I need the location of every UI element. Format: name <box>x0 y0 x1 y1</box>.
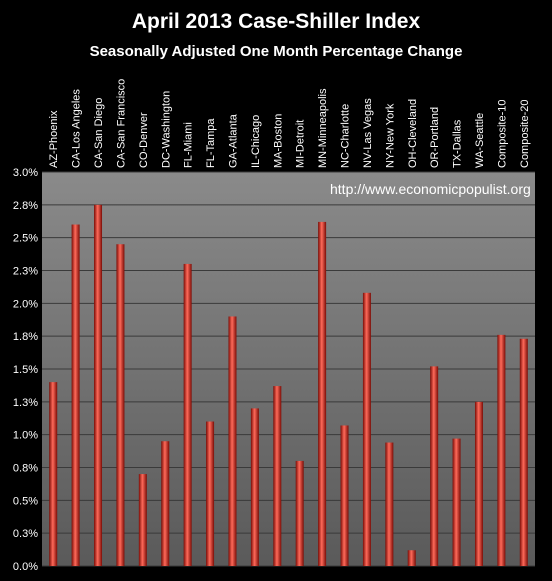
category-label: TX-Dallas <box>452 119 464 168</box>
category-label: NY-New York <box>384 103 396 168</box>
bar <box>362 292 371 566</box>
category-label: CA-Los Angeles <box>71 89 83 168</box>
bar <box>94 204 103 567</box>
y-tick-label: 0.5% <box>13 495 38 507</box>
bar <box>385 442 394 566</box>
bars <box>49 204 528 567</box>
y-tick-label: 2.5% <box>13 233 38 245</box>
category-label: MI-Detroit <box>295 120 307 168</box>
bar <box>519 338 528 566</box>
category-label: OR-Portland <box>429 107 441 168</box>
category-label: GA-Atlanta <box>227 113 239 168</box>
bar <box>71 224 80 567</box>
category-label: MN-Minneapolis <box>317 88 329 168</box>
category-label: CO-Denver <box>138 112 150 168</box>
category-label: MA-Boston <box>272 114 284 168</box>
category-label: OH-Cleveland <box>407 99 419 168</box>
url-annotation: http://www.economicpopulist.org <box>330 181 531 197</box>
category-label: Composite-10 <box>496 100 508 168</box>
category-label: AZ-Phoenix <box>48 110 60 168</box>
category-label: IL-Chicago <box>250 115 262 168</box>
category-labels: AZ-Phoenix CA-Los Angeles CA-San Diego CA-S… <box>48 79 531 168</box>
y-axis: 0.0% 0.3% 0.5% 0.8% 1.0% 1.3% 1.5% 1.8% 2.0% 2.3%… <box>13 167 38 573</box>
category-label: FL-Tampa <box>205 118 217 168</box>
y-tick-label: 2.0% <box>13 298 38 310</box>
y-tick-label: 0.3% <box>13 528 38 540</box>
bar <box>318 221 327 566</box>
chart-subtitle: Seasonally Adjusted One Month Percentage… <box>90 43 463 60</box>
y-tick-label: 2.3% <box>13 266 38 278</box>
category-label: DC-Washington <box>160 91 172 168</box>
bar <box>161 441 170 566</box>
bar <box>116 244 125 566</box>
y-tick-label: 0.8% <box>13 463 38 475</box>
bar <box>497 334 506 566</box>
bar <box>228 316 237 566</box>
category-label: FL-Miami <box>183 122 195 168</box>
bar <box>206 421 215 566</box>
bar <box>452 438 461 566</box>
y-tick-label: 1.5% <box>13 364 38 376</box>
bar <box>295 460 304 566</box>
y-tick-label: 1.8% <box>13 331 38 343</box>
category-label: WA-Seattle <box>474 113 486 168</box>
bar <box>49 382 58 566</box>
bar <box>183 263 192 566</box>
y-tick-label: 1.3% <box>13 397 38 409</box>
y-tick-label: 3.0% <box>13 167 38 179</box>
bar <box>430 366 439 566</box>
y-tick-label: 0.0% <box>13 561 38 573</box>
y-tick-label: 2.8% <box>13 200 38 212</box>
category-label: NV-Las Vegas <box>362 98 374 168</box>
bar <box>474 401 483 566</box>
category-label: Composite-20 <box>519 100 531 168</box>
category-label: CA-San Francisco <box>115 79 127 168</box>
bar <box>407 550 416 566</box>
chart-title: April 2013 Case-Shiller Index <box>132 10 421 33</box>
bar <box>250 408 259 566</box>
bar <box>273 386 282 566</box>
y-tick-label: 1.0% <box>13 430 38 442</box>
bar <box>340 425 349 566</box>
bar <box>138 474 147 566</box>
category-label: CA-San Diego <box>93 98 105 168</box>
category-label: NC-Charlotte <box>340 104 352 168</box>
